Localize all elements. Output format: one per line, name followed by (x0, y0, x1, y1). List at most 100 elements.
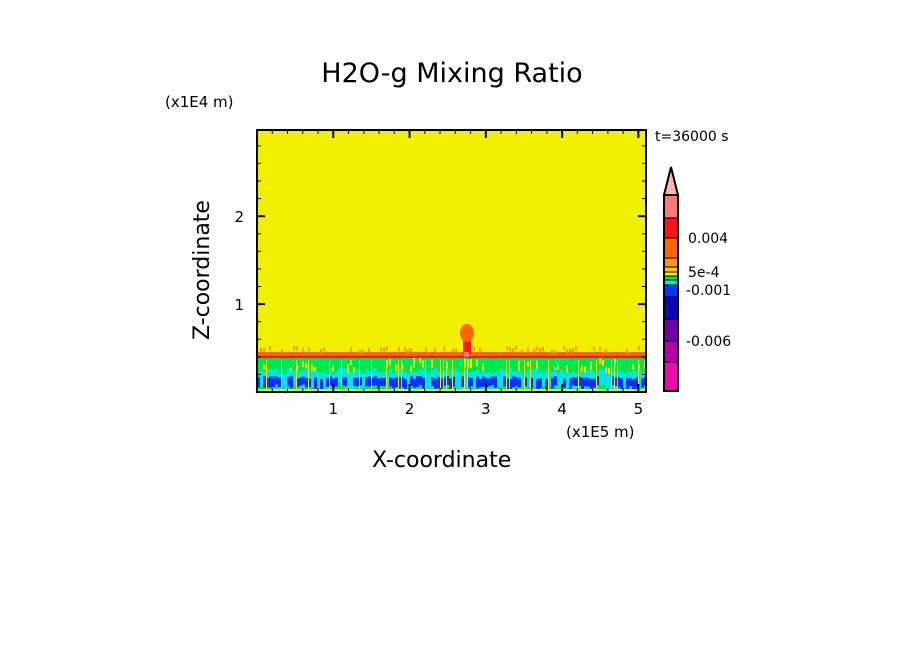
field-cell (584, 377, 587, 387)
field-cell (389, 359, 391, 366)
field-cell (272, 376, 275, 388)
field-cell (479, 347, 481, 352)
field-cell (311, 364, 313, 371)
field-cell (476, 376, 479, 389)
field-cells (257, 324, 647, 394)
field-cell (449, 378, 452, 391)
field-cell (350, 360, 352, 365)
field-cell (632, 369, 635, 385)
field-cell (548, 369, 551, 387)
colorbar-swatch (663, 296, 679, 320)
field-cell (287, 368, 290, 385)
field-cell (353, 367, 355, 375)
field-cell (302, 347, 304, 352)
field-cell (575, 377, 578, 387)
field-cell (509, 368, 512, 385)
colorbar-swatch (663, 237, 679, 259)
colorbar-swatch (663, 275, 679, 281)
field-cell (620, 370, 623, 386)
field-cell (518, 360, 520, 371)
field-cell (530, 360, 531, 390)
field-cell (608, 367, 610, 375)
field-cell (458, 372, 461, 392)
field-cell (335, 377, 338, 387)
plot-frame (256, 129, 647, 393)
field-cell (482, 376, 485, 387)
boundary-layer-red (257, 356, 646, 358)
field-cell (623, 372, 626, 387)
field-cell (524, 360, 525, 390)
y-tick-label: 2 (234, 208, 244, 226)
field-cell (632, 378, 635, 390)
field-cell (293, 346, 295, 351)
field-cell (443, 376, 446, 386)
field-cell (389, 377, 392, 387)
field-cell (365, 377, 368, 387)
field-cell (302, 376, 305, 385)
field-cell (392, 378, 395, 389)
field-cell (323, 371, 326, 388)
field-cell (461, 376, 464, 387)
field-cell (527, 369, 530, 388)
field-cell (320, 378, 323, 390)
field-cell (539, 378, 542, 389)
field-cell (359, 377, 362, 386)
field-cell (524, 377, 527, 387)
field-cell (629, 378, 632, 387)
field-cell (320, 349, 322, 354)
field-cell (437, 376, 440, 389)
field-cell (599, 358, 601, 365)
field-cell (341, 368, 344, 386)
field-cell (401, 369, 404, 385)
field-cell (422, 377, 425, 389)
field-cell (287, 376, 290, 387)
colorbar-swatch (663, 284, 679, 298)
x-unit-label: (x1E5 m) (566, 423, 635, 441)
field-cell (473, 346, 475, 351)
field-cell (617, 360, 618, 390)
field-cell (371, 360, 372, 390)
field-cell (344, 377, 347, 386)
field-cell (464, 360, 465, 390)
field-cell (257, 389, 646, 392)
field-cell (638, 360, 639, 390)
field-cell (443, 360, 444, 390)
field-cell (263, 376, 266, 388)
field-cell (338, 368, 341, 383)
field-cell (314, 366, 316, 375)
field-cell (434, 378, 437, 391)
field-cell (506, 360, 507, 390)
field-cell (278, 377, 281, 388)
field-cell (380, 377, 383, 387)
field-cell (464, 369, 467, 388)
field-cell (509, 347, 511, 352)
field-cell (296, 360, 297, 390)
field-cell (308, 378, 311, 387)
colorbar-swatch (663, 194, 679, 219)
field-cell (383, 378, 386, 387)
field-cell (548, 360, 549, 390)
field-cell (398, 360, 399, 390)
field-cell (521, 373, 524, 389)
field-cell (269, 376, 272, 388)
field-cell (605, 348, 607, 353)
field-cell (599, 346, 601, 351)
colorbar-label: 5e-4 (688, 265, 720, 281)
x-tick-label: 2 (405, 400, 415, 418)
field-cell (440, 360, 441, 390)
field-cell (638, 346, 640, 351)
field-cell (611, 360, 612, 390)
field-cell (425, 347, 427, 352)
plume-core (463, 338, 471, 354)
field-cell (554, 376, 557, 386)
colorbar-swatch (663, 257, 679, 268)
field-cell (506, 378, 509, 391)
field-cell (581, 366, 583, 375)
field-cell (413, 358, 415, 368)
field-cell (395, 364, 397, 371)
field-cell (260, 370, 263, 387)
field-cell (584, 366, 586, 377)
field-cell (473, 371, 476, 389)
field-cell (527, 361, 529, 367)
field-cell (467, 377, 470, 389)
